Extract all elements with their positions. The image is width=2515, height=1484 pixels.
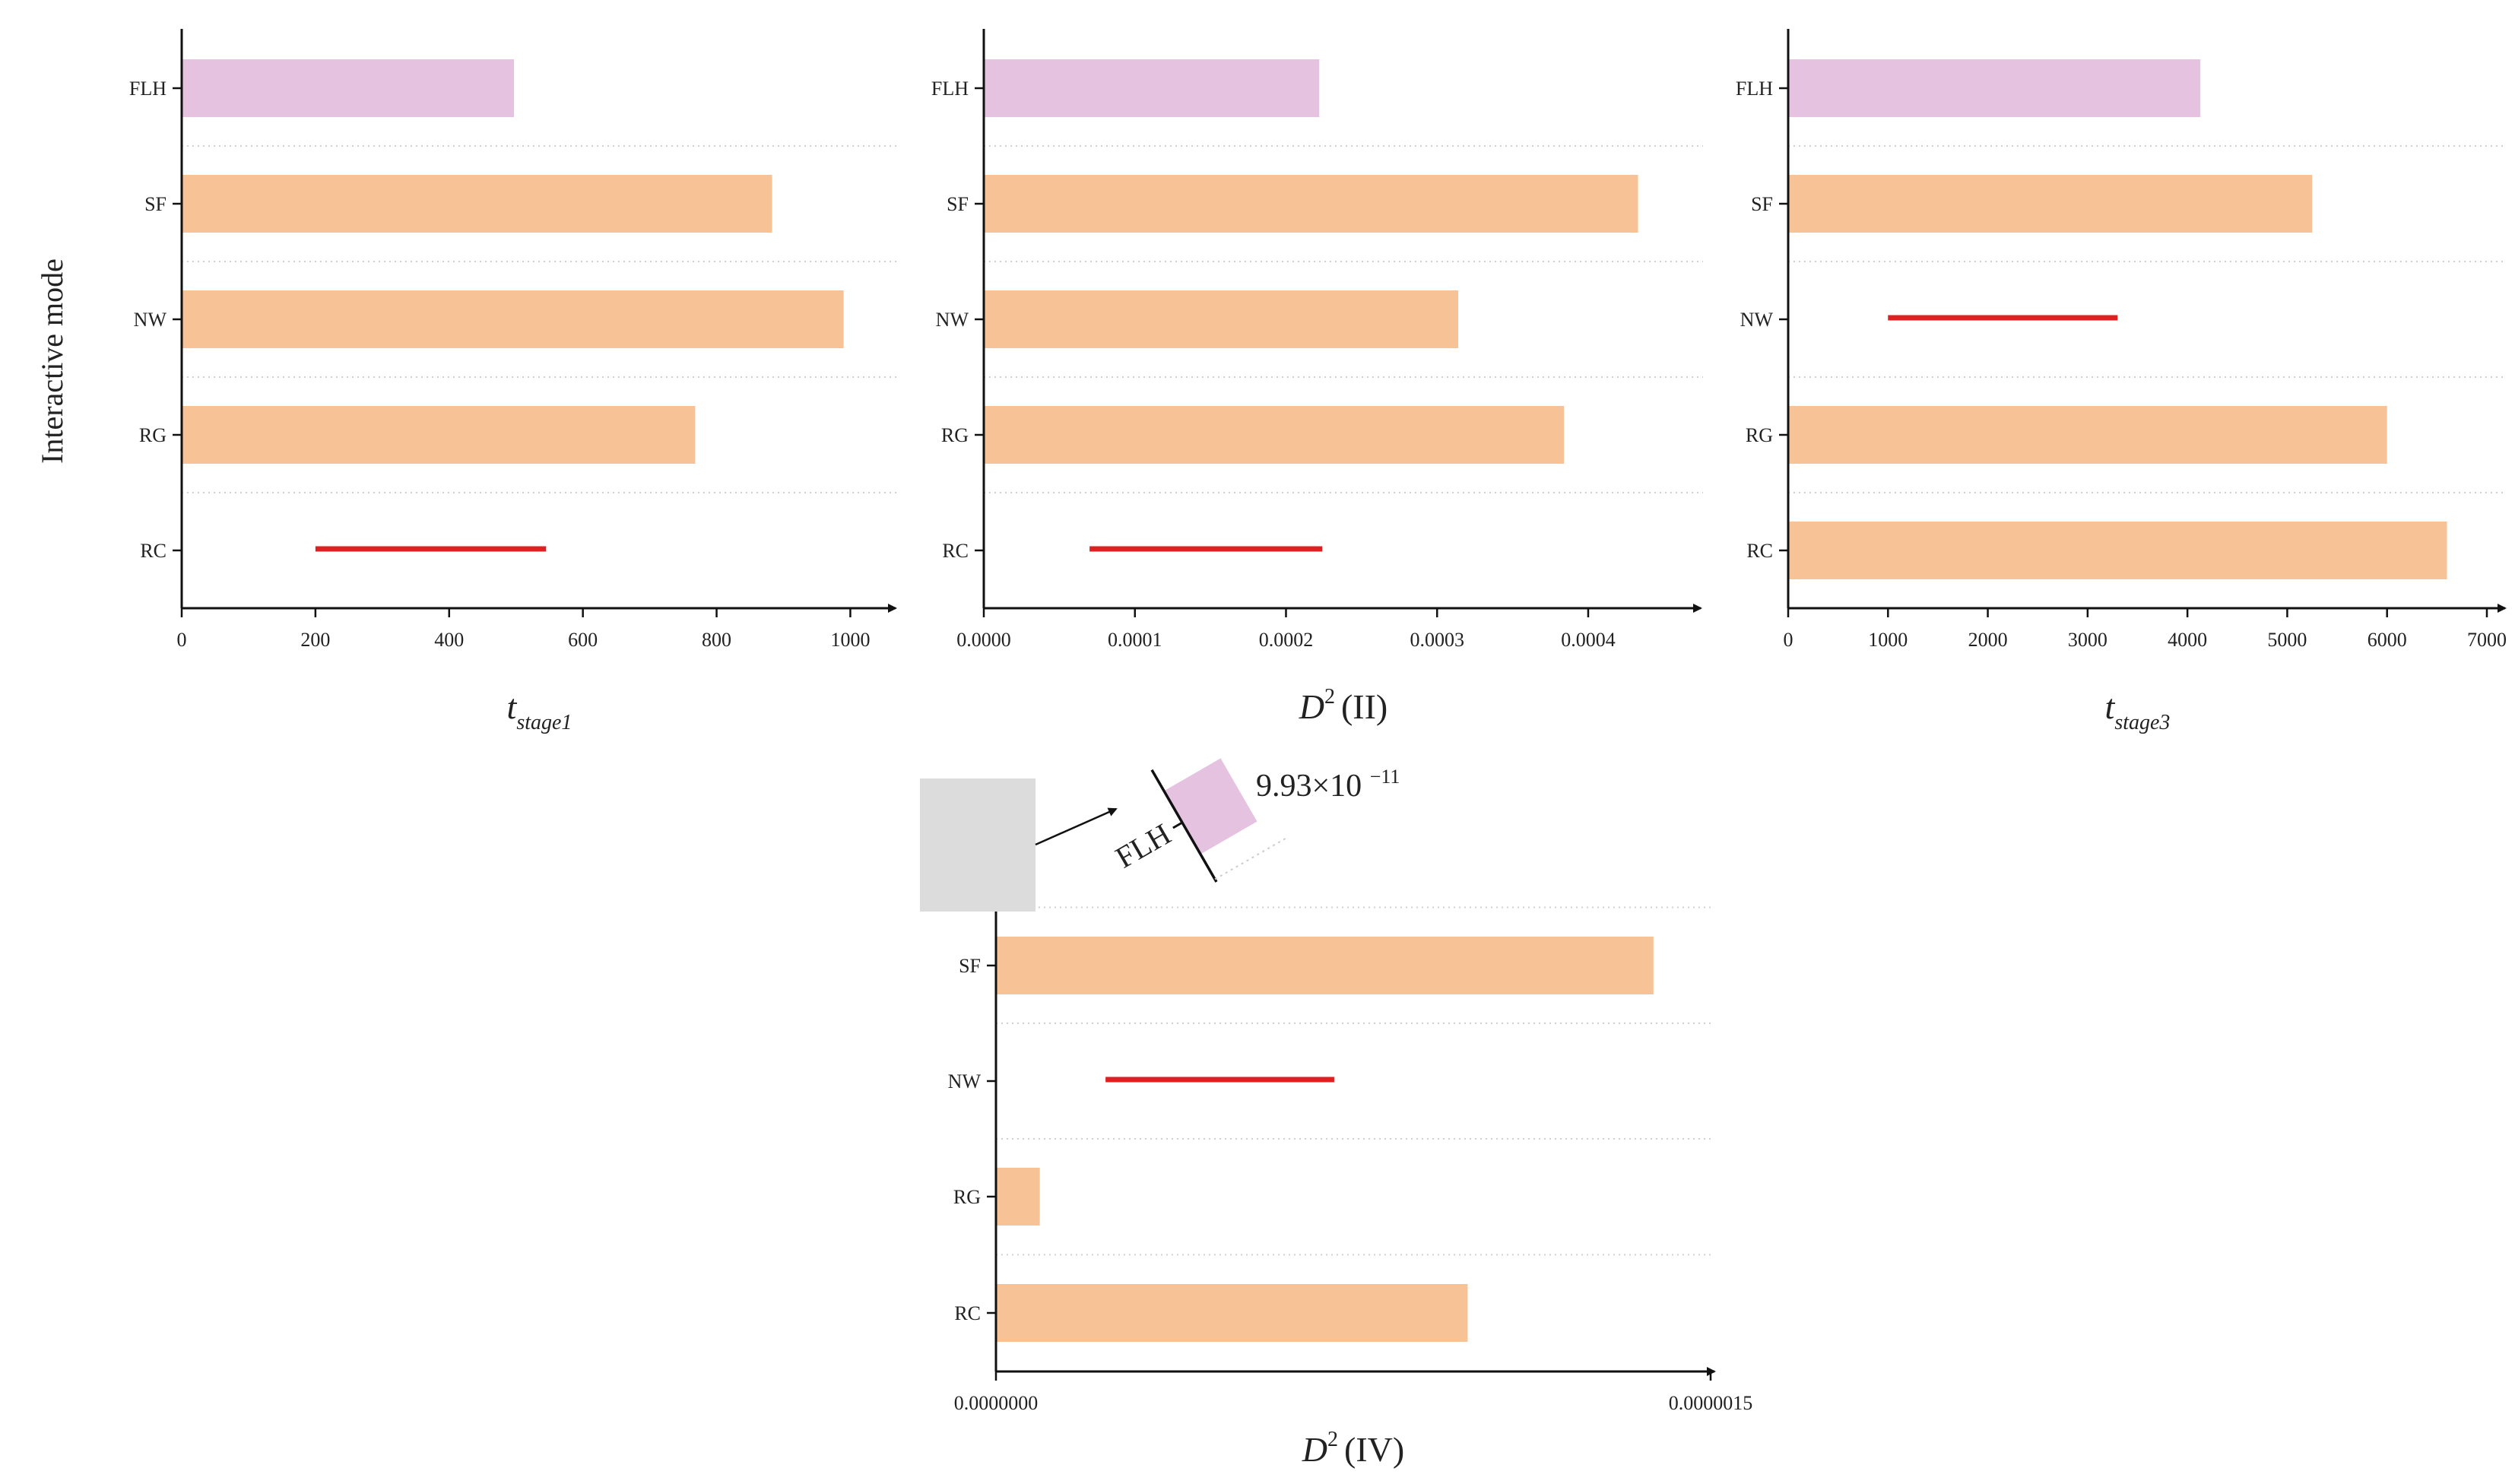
y-tick-label-rc: RC	[942, 540, 969, 562]
y-tick-label-nw: NW	[1740, 309, 1774, 331]
x-tick-label: 600	[568, 629, 598, 651]
x-tick-label: 0.0001	[1108, 629, 1162, 651]
panel-d2-iv: FLH SF NW RG RC 0.0000000 0.0000015 D2(IV)	[944, 791, 1752, 1469]
bar-rg	[182, 406, 696, 464]
bar-flh	[1788, 59, 2201, 117]
bar-sf	[182, 175, 772, 233]
x-axis-title: tstage3	[2105, 687, 2171, 734]
y-tick-label-rg: RG	[953, 1186, 981, 1208]
x-tick-label: 4000	[2168, 629, 2207, 651]
bar-rg	[996, 1168, 1040, 1226]
x-tick-label: 0	[177, 629, 187, 651]
x-axis-title: D2 (IV)	[1302, 1428, 1404, 1469]
x-tick-label: 5000	[2267, 629, 2307, 651]
y-tick-label-sf: SF	[1751, 193, 1773, 215]
flh-highlight-box	[920, 778, 1035, 912]
zoom-arrow	[1035, 807, 1118, 846]
y-tick-label-nw: NW	[948, 1070, 982, 1092]
bar-nw	[182, 290, 844, 348]
x-tick-label: 0.0000000	[954, 1392, 1039, 1414]
x-tick-label: 0	[1784, 629, 1793, 651]
bar-flh	[182, 59, 515, 117]
panel-d2-ii: FLH SF NW RG RC 0.0000 0.0001 0.0002 0.0003 0.000…	[931, 29, 1703, 726]
flh-value-annotation: 9.93×10 −11	[1256, 766, 1400, 804]
zoomed-flh-label: FLH	[1109, 817, 1176, 875]
flh-zoom-annotation: FLH 9.93×10 −11	[920, 758, 1400, 912]
y-tick-label-rg: RG	[1746, 424, 1773, 446]
y-tick-label-rc: RC	[1746, 540, 1773, 562]
zoomed-flh-inset: FLH	[1109, 758, 1288, 883]
x-axis-title: D2 (II)	[1299, 685, 1388, 726]
x-tick-label: 1000	[1868, 629, 1908, 651]
bar-nw	[984, 290, 1459, 348]
zoomed-flh-axis	[1150, 769, 1218, 883]
bar-rg	[984, 406, 1565, 464]
bar-flh	[984, 59, 1320, 117]
x-tick-label: 0.0002	[1259, 629, 1314, 651]
y-tick-label-sf: SF	[959, 955, 981, 977]
x-tick-label: 0.0004	[1561, 629, 1616, 651]
y-tick-label-nw: NW	[134, 309, 167, 331]
y-tick-label-rc: RC	[140, 540, 167, 562]
bar-sf	[1788, 175, 2313, 233]
x-tick-label: 0.0000015	[1669, 1392, 1753, 1414]
x-tick-label: 200	[300, 629, 330, 651]
x-tick-label: 0.0003	[1410, 629, 1464, 651]
panel-t-stage1: FLH SF NW RG RC 0 200 400 600 800 1000 tstage1	[129, 29, 897, 734]
x-tick-label: 1000	[830, 629, 870, 651]
bar-sf	[996, 937, 1654, 994]
panel-t-stage3: FLH SF NW RG RC 0 1000 2000 3000 4000 5000 6000 7000…	[1736, 29, 2507, 734]
x-tick-label: 3000	[2068, 629, 2107, 651]
bar-sf	[984, 175, 1638, 233]
y-tick-label-rg: RG	[941, 424, 969, 446]
y-tick-label-nw: NW	[936, 309, 969, 331]
x-tick-label: 0.0000	[956, 629, 1011, 651]
y-tick-label-rg: RG	[139, 424, 167, 446]
zoomed-flh-gridline	[1214, 836, 1288, 880]
y-tick-label-flh: FLH	[1736, 78, 1773, 100]
y-tick-label-sf: SF	[947, 193, 969, 215]
y-tick-label-flh: FLH	[931, 78, 969, 100]
y-axis-title: Interactive mode	[35, 258, 69, 464]
bar-rg	[1788, 406, 2387, 464]
x-tick-label: 400	[434, 629, 464, 651]
zoomed-flh-tick	[1172, 821, 1183, 829]
x-axis-title: tstage1	[507, 687, 572, 734]
bar-rc	[1788, 522, 2447, 579]
y-tick-label-rc: RC	[954, 1302, 981, 1324]
x-tick-label: 800	[702, 629, 731, 651]
x-tick-label: 7000	[2467, 629, 2507, 651]
x-tick-label: 2000	[1968, 629, 2008, 651]
x-tick-label: 6000	[2368, 629, 2407, 651]
bar-rc	[996, 1284, 1468, 1342]
zoomed-flh-bar	[1164, 758, 1258, 855]
y-tick-label-flh: FLH	[129, 78, 167, 100]
y-tick-label-sf: SF	[144, 193, 167, 215]
